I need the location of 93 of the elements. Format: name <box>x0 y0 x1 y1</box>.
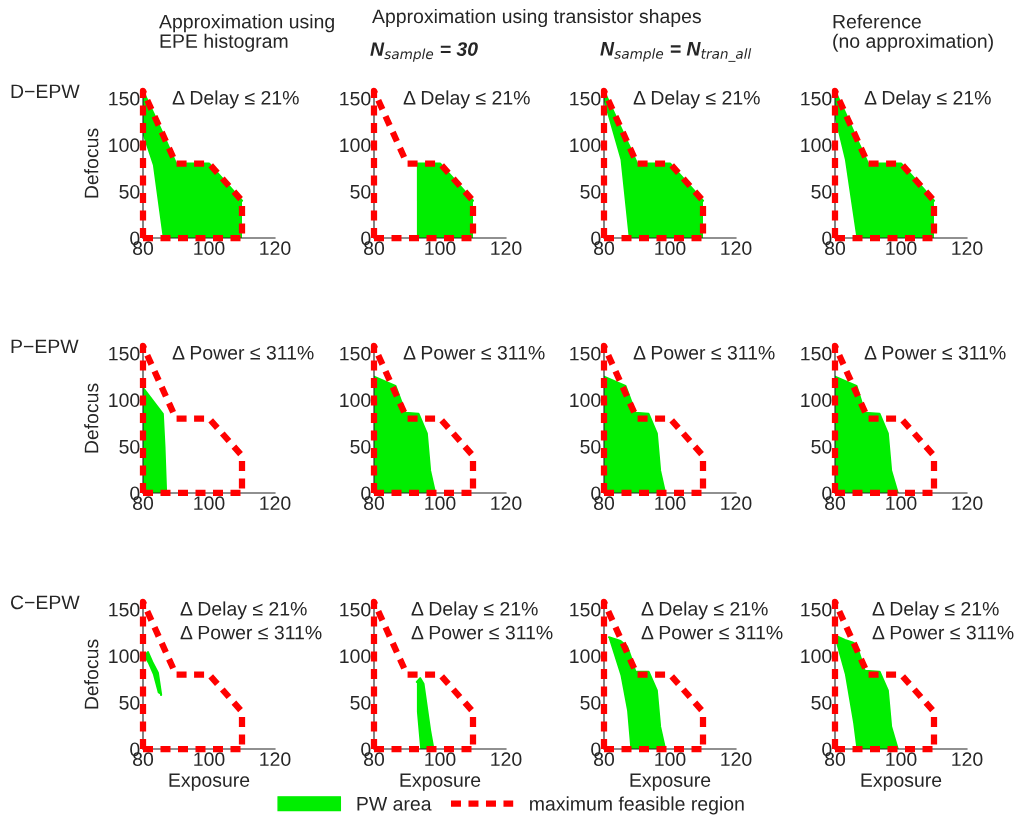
x-tick-label: 100 <box>886 752 917 767</box>
y-tick-label: 100 <box>109 393 140 408</box>
y-tick-label: 50 <box>811 439 832 454</box>
y-tick-label: 50 <box>350 695 371 710</box>
x-tick-label: 100 <box>425 496 456 511</box>
annotation: Δ Power ≤ 311% <box>172 345 314 360</box>
y-tick-label: 100 <box>340 649 371 664</box>
y-tick-label: 50 <box>119 184 140 199</box>
annotation: Δ Delay ≤ 21% <box>641 601 768 620</box>
y-axis-title: Defocus <box>84 383 99 453</box>
y-tick-label: 50 <box>811 184 832 199</box>
chart-subtitle: N$_{sample}$ = 30 <box>370 42 478 62</box>
x-tick-label: 100 <box>886 241 917 256</box>
x-axis-title: Exposure <box>400 773 481 791</box>
x-tick-label: 100 <box>194 496 225 511</box>
y-tick-label: 50 <box>580 695 601 710</box>
annotation: Δ Delay ≤ 21% <box>872 601 999 620</box>
text: D−EPW <box>11 84 80 99</box>
annotation: Δ Delay ≤ 21% <box>411 601 538 620</box>
annotation: Δ Power ≤ 311% <box>864 345 1006 360</box>
annotation: Δ Power ≤ 311% <box>633 345 775 360</box>
x-tick-label: 120 <box>721 241 752 256</box>
x-tick-label: 120 <box>260 752 291 767</box>
y-tick-label: 50 <box>580 184 601 199</box>
x-tick-label: 100 <box>655 241 686 256</box>
x-tick-label: 100 <box>655 496 686 511</box>
y-tick-label: 150 <box>340 346 371 361</box>
chart-subtitle: N$_{sample}$ = N$_{tran_all}$ <box>600 42 752 62</box>
x-tick-label: 120 <box>721 752 752 767</box>
chart-title: Approximation using EPE histogram <box>159 14 334 52</box>
y-tick-label: 150 <box>109 346 140 361</box>
y-tick-label: 50 <box>580 439 601 454</box>
x-tick-label: 120 <box>721 496 752 511</box>
y-tick-label: 100 <box>570 649 601 664</box>
y-tick-label: 100 <box>109 649 140 664</box>
y-tick-label: 100 <box>340 138 371 153</box>
x-tick-label: 100 <box>194 752 225 767</box>
y-tick-label: 50 <box>811 695 832 710</box>
annotation: Δ Delay ≤ 21% <box>180 601 307 620</box>
annotation: Δ Power ≤ 311% <box>180 625 322 640</box>
y-tick-label: 150 <box>801 91 832 106</box>
y-tick-label: 100 <box>801 138 832 153</box>
annotation: Δ Delay ≤ 21% <box>633 90 760 109</box>
chart-title: Reference (no approximation) <box>833 14 993 52</box>
y-tick-label: 150 <box>801 346 832 361</box>
y-tick-label: 150 <box>570 91 601 106</box>
x-tick-label: 100 <box>194 241 225 256</box>
x-tick-label: 100 <box>425 752 456 767</box>
y-tick-label: 50 <box>119 439 140 454</box>
y-tick-label: 100 <box>109 138 140 153</box>
y-tick-label: 150 <box>570 602 601 617</box>
y-tick-label: 150 <box>340 91 371 106</box>
annotation: Δ Delay ≤ 21% <box>172 90 299 109</box>
annotation: Δ Power ≤ 311% <box>411 625 553 640</box>
y-tick-label: 100 <box>340 393 371 408</box>
x-tick-label: 100 <box>425 241 456 256</box>
x-axis-title: Exposure <box>630 773 711 791</box>
y-tick-label: 100 <box>570 138 601 153</box>
x-tick-label: 120 <box>491 752 522 767</box>
x-tick-label: 120 <box>952 241 983 256</box>
annotation: Δ Power ≤ 311% <box>872 625 1014 640</box>
x-tick-label: 120 <box>952 752 983 767</box>
y-tick-label: 50 <box>350 439 371 454</box>
y-tick-label: 150 <box>109 602 140 617</box>
y-tick-label: 100 <box>801 393 832 408</box>
y-tick-label: 50 <box>350 184 371 199</box>
annotation: Δ Delay ≤ 21% <box>403 90 530 109</box>
y-tick-label: 100 <box>570 393 601 408</box>
y-axis-title: Defocus <box>84 128 99 198</box>
x-tick-label: 120 <box>952 496 983 511</box>
annotation: Δ Power ≤ 311% <box>403 345 545 360</box>
x-tick-label: 100 <box>886 496 917 511</box>
y-tick-label: 100 <box>801 649 832 664</box>
x-axis-title: Exposure <box>861 773 942 791</box>
y-tick-label: 50 <box>119 695 140 710</box>
x-axis-title: Exposure <box>169 773 250 791</box>
chart-title: Approximation using transistor shapes <box>372 8 701 28</box>
legend-label: PW area <box>357 797 432 811</box>
x-tick-label: 120 <box>491 496 522 511</box>
y-tick-label: 150 <box>570 346 601 361</box>
x-tick-label: 100 <box>655 752 686 767</box>
y-tick-label: 150 <box>340 602 371 617</box>
y-axis-title: Defocus <box>84 639 99 709</box>
text: C−EPW <box>10 595 80 610</box>
x-tick-label: 120 <box>260 241 291 256</box>
x-tick-label: 120 <box>491 241 522 256</box>
legend-label: maximum feasible region <box>530 796 744 815</box>
x-tick-label: 120 <box>260 496 291 511</box>
y-tick-label: 150 <box>109 91 140 106</box>
y-tick-label: 150 <box>801 602 832 617</box>
annotation: Δ Power ≤ 311% <box>641 625 783 640</box>
text: P−EPW <box>11 339 79 354</box>
annotation: Δ Delay ≤ 21% <box>864 90 991 109</box>
